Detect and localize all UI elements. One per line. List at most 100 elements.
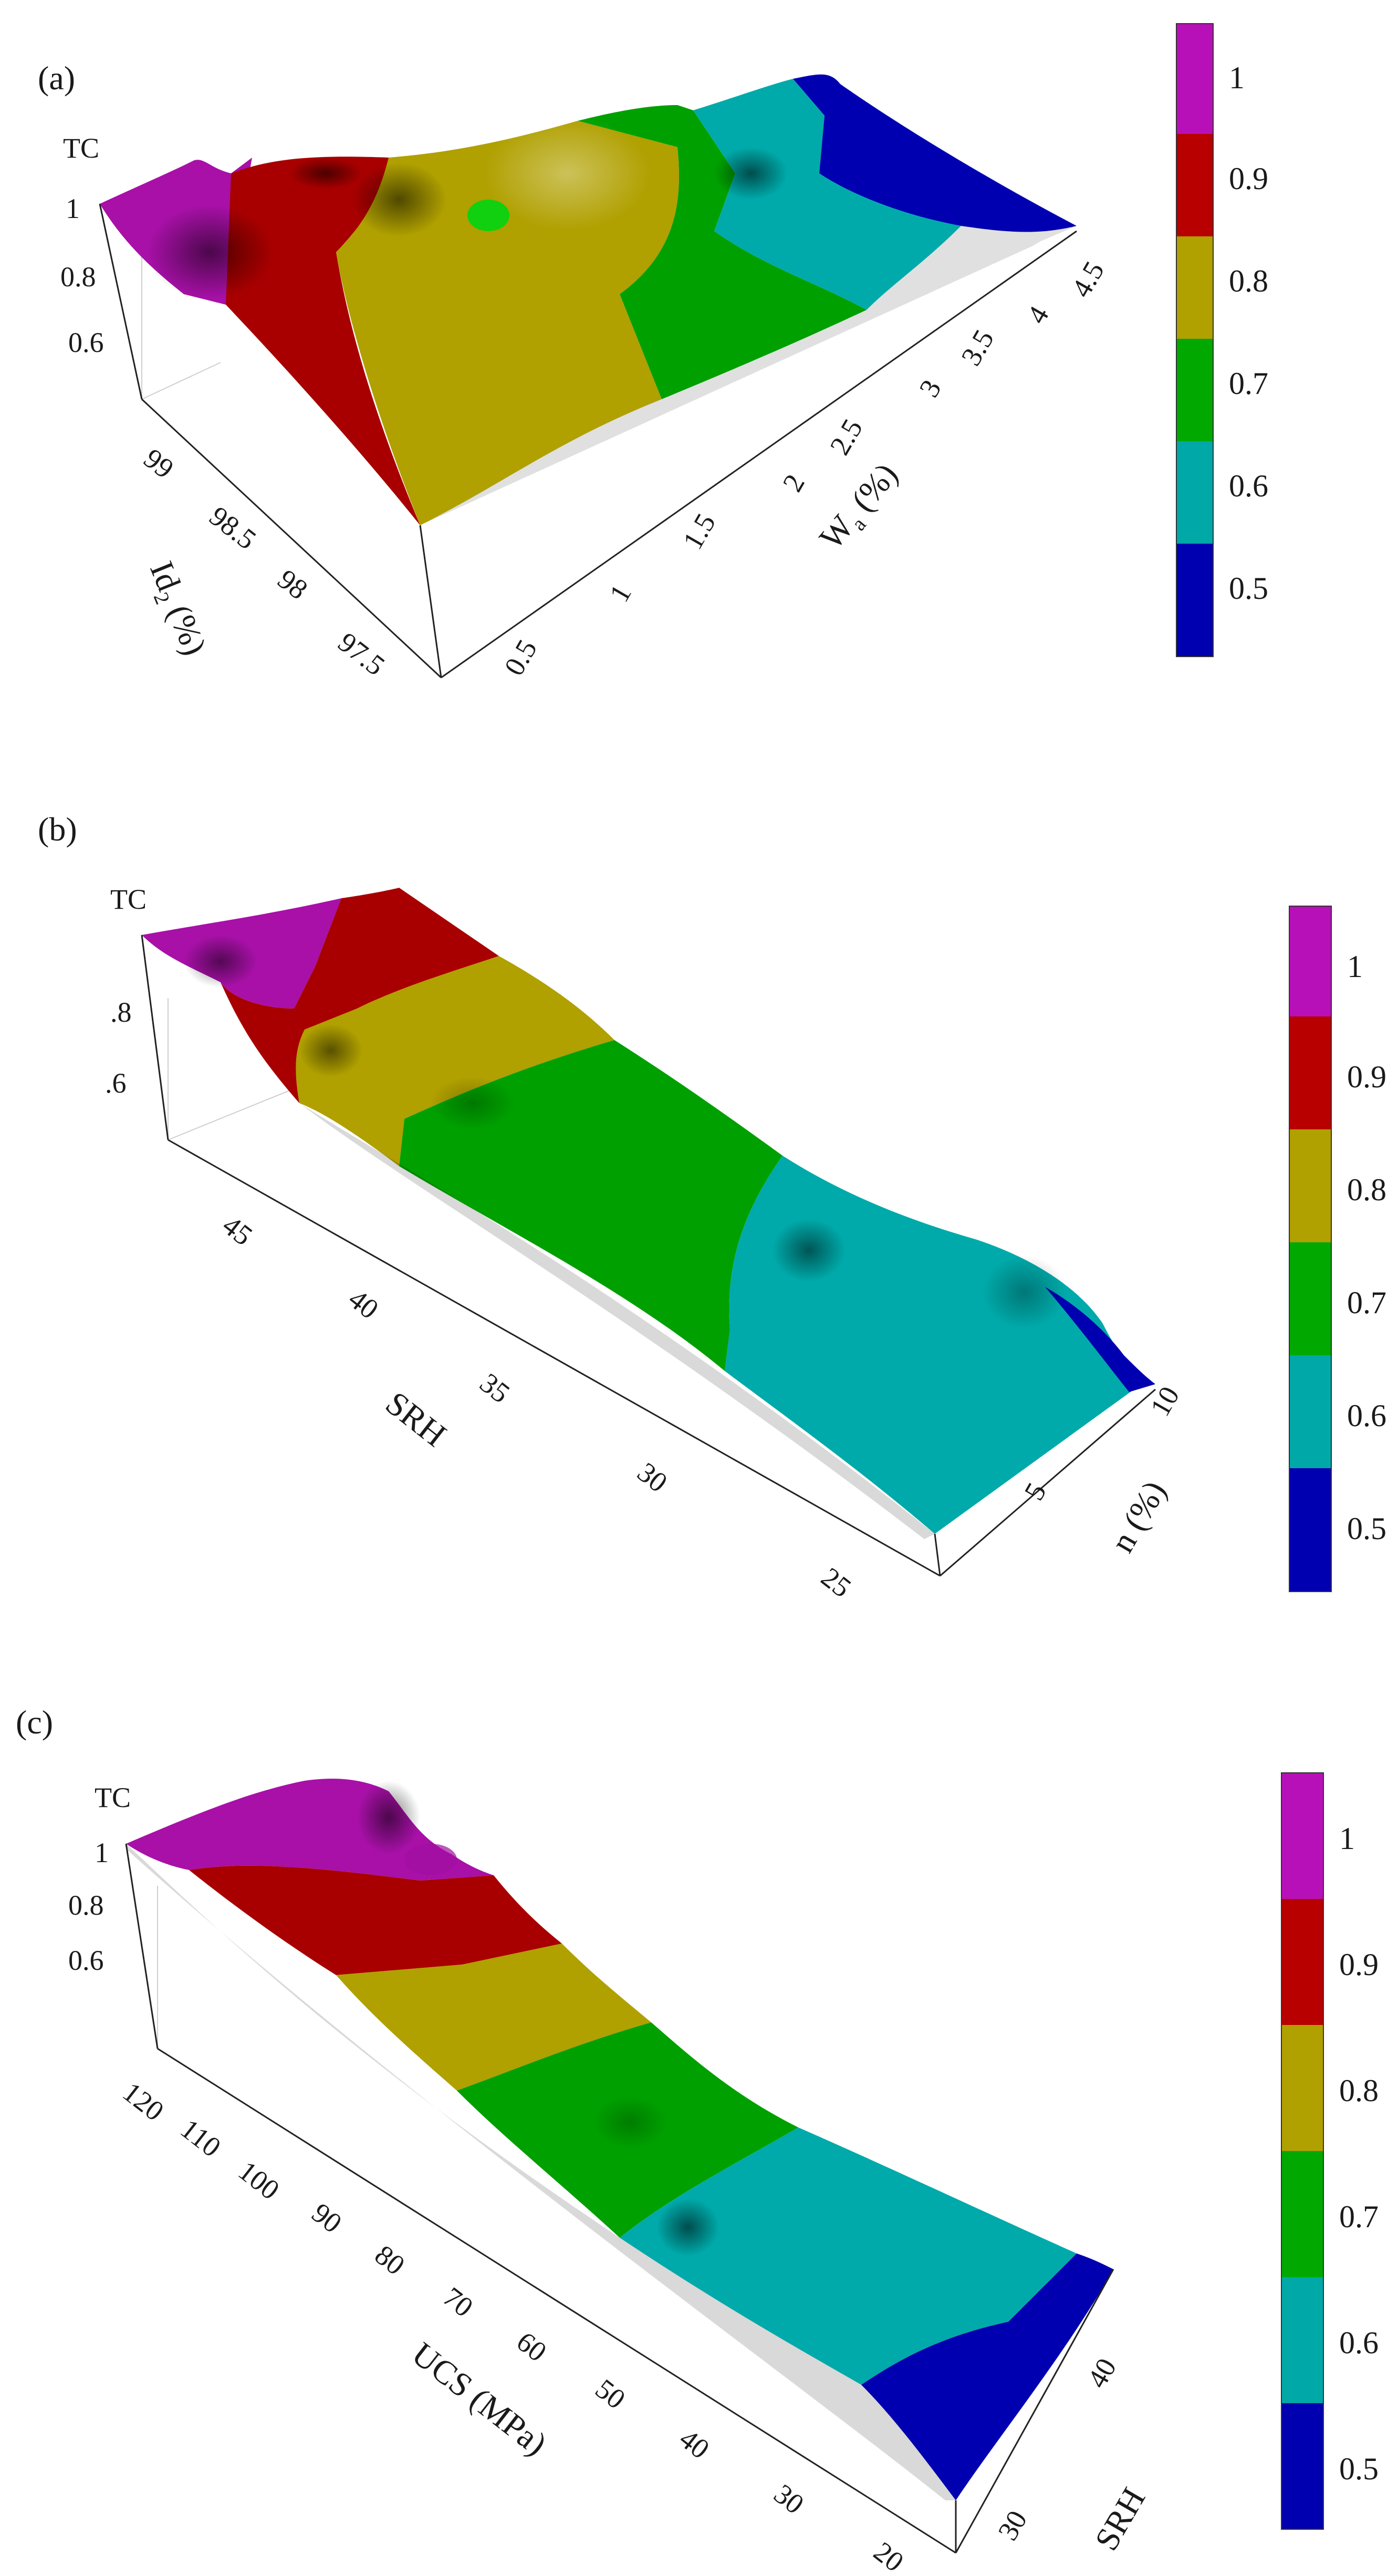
colorbar-band	[1289, 1242, 1331, 1355]
surface-plot-b: (b) TC .8 .6 45 40 35 30 25 SRH	[38, 811, 1386, 1604]
z-axis-title-c: TC	[95, 1782, 131, 1813]
colorbar-band	[1176, 24, 1213, 134]
z-tick-label: .6	[105, 1067, 127, 1099]
z-axis-b: TC .8 .6	[105, 884, 147, 1099]
x-tick-label: 98.5	[204, 500, 262, 555]
y-tick-label: 3	[913, 375, 947, 402]
x-tick-label: 80	[369, 2239, 411, 2281]
panel-label-b: (b)	[38, 811, 77, 848]
colorbar-band	[1176, 441, 1213, 544]
colorbar-tick: 1	[1347, 949, 1363, 984]
surface-b	[142, 888, 1155, 1539]
y-axis-title-a: Wa (%)	[812, 456, 908, 559]
box-edges-b	[141, 934, 1156, 1577]
y-tick-label: 3.5	[955, 325, 1000, 371]
panel-label-a: (a)	[38, 59, 75, 97]
colorbar-band	[1281, 2277, 1323, 2403]
x-tick-label: 100	[233, 2155, 286, 2206]
colorbar-tick: 0.9	[1339, 1947, 1379, 1982]
y-tick-label: 10	[1144, 1381, 1185, 1421]
colorbar-tick: 0.8	[1229, 264, 1268, 298]
z-tick-label: .8	[110, 996, 132, 1028]
colorbar-tick: 0.7	[1229, 366, 1268, 401]
z-tick-label: 1	[66, 193, 80, 224]
x-tick-label: 40	[343, 1283, 384, 1325]
y-tick-label: 2	[776, 469, 810, 497]
z-axis-title-a: TC	[63, 132, 99, 164]
z-axis-a: TC 1 0.8 0.6	[60, 132, 104, 358]
z-tick-label: 1	[95, 1837, 109, 1868]
colorbar-band	[1281, 2151, 1323, 2277]
colorbar-band	[1176, 134, 1213, 236]
y-tick-label: 0.5	[498, 635, 543, 681]
x-tick-label: 70	[437, 2281, 479, 2323]
x-tick-label: 120	[117, 2076, 170, 2127]
colorbar-tick: 1	[1339, 1821, 1355, 1856]
colorbar-tick: 0.5	[1229, 571, 1268, 606]
y-tick-label: 4	[1020, 301, 1055, 329]
colorbar-band	[1289, 1468, 1331, 1592]
colorbar-band	[1176, 236, 1213, 339]
colorbar-c: 1 0.9 0.8 0.7 0.6 0.5	[1281, 1772, 1379, 2530]
x-tick-label: 97.5	[332, 626, 391, 681]
surface-plot-a: (a) TC 1 0.8 0.6 99 98.5	[38, 23, 1268, 682]
z-tick-label: 0.8	[68, 1889, 104, 1921]
back-grid-a	[141, 231, 221, 400]
colorbar-tick: 0.6	[1347, 1398, 1386, 1433]
colorbar-tick: 0.9	[1347, 1060, 1386, 1094]
y-tick-label: 1	[603, 579, 637, 607]
surface-c	[126, 1779, 1113, 2500]
box-edges-a	[99, 203, 1077, 679]
colorbar-band	[1289, 1355, 1331, 1468]
colorbar-band	[1289, 1129, 1331, 1242]
x-tick-label: 30	[768, 2478, 810, 2520]
box-edges-c	[125, 1843, 1114, 2554]
x-tick-label: 40	[674, 2423, 715, 2465]
z-tick-label: 0.6	[68, 327, 104, 358]
x-tick-label: 98	[272, 563, 314, 606]
panel-label-c: (c)	[16, 1704, 53, 1741]
colorbar-tick: 0.6	[1339, 2325, 1379, 2360]
y-axis-title-b: n (%)	[1103, 1474, 1173, 1559]
y-tick-label: 2.5	[823, 414, 869, 460]
z-tick-label: 0.8	[60, 261, 96, 293]
surface-plot-c: (c) TC 1 0.8 0.6 120 110 100 90 80 70 60	[16, 1704, 1379, 2576]
colorbar-band	[1176, 339, 1213, 441]
x-axis-title-a: Id2 (%)	[139, 556, 214, 662]
panel-a: (a) TC 1 0.8 0.6 99 98.5	[0, 0, 1398, 735]
colorbar-tick: 1	[1229, 60, 1245, 95]
colorbar-tick: 0.6	[1229, 469, 1268, 503]
x-tick-label: 90	[306, 2197, 348, 2239]
colorbar-tick: 0.5	[1339, 2452, 1379, 2486]
z-tick-label: 0.6	[68, 1945, 104, 1976]
x-tick-label: 60	[511, 2325, 552, 2368]
colorbar-tick: 0.8	[1347, 1172, 1386, 1207]
colorbar-band	[1176, 544, 1213, 657]
colorbar-band	[1281, 1899, 1323, 2025]
x-tick-label: 35	[474, 1367, 516, 1409]
colorbar-tick: 0.5	[1347, 1511, 1386, 1546]
y-tick-label: 30	[992, 2505, 1033, 2546]
colorbar-tick: 0.8	[1339, 2073, 1379, 2108]
z-axis-c: TC 1 0.8 0.6	[68, 1782, 131, 1976]
x-tick-label: 45	[217, 1209, 258, 1252]
colorbar-band	[1289, 1016, 1331, 1129]
x-tick-label: 110	[175, 2113, 227, 2163]
colorbar-a: 1 0.9 0.8 0.7 0.6 0.5	[1176, 23, 1268, 657]
y-tick-label: 4.5	[1065, 256, 1110, 303]
colorbar-tick: 0.7	[1347, 1285, 1386, 1320]
x-axis-title-b: SRH	[379, 1384, 453, 1454]
colorbar-band	[1281, 1773, 1323, 1899]
colorbar-band	[1281, 2403, 1323, 2529]
y-tick-label: 1.5	[676, 508, 722, 555]
colorbar-tick: 0.7	[1339, 2199, 1379, 2234]
colorbar-band	[1281, 2025, 1323, 2151]
z-axis-title-b: TC	[110, 884, 147, 915]
x-tick-label: 20	[868, 2536, 910, 2576]
colorbar-tick: 0.9	[1229, 161, 1268, 196]
panel-b: (b) TC .8 .6 45 40 35 30 25 SRH	[0, 735, 1398, 1639]
y-axis-title-c: SRH	[1088, 2481, 1153, 2557]
x-axis-a: 99 98.5 98 97.5 Id2 (%)	[138, 442, 391, 681]
colorbar-band	[1289, 906, 1331, 1016]
x-tick-label: 99	[138, 442, 180, 485]
